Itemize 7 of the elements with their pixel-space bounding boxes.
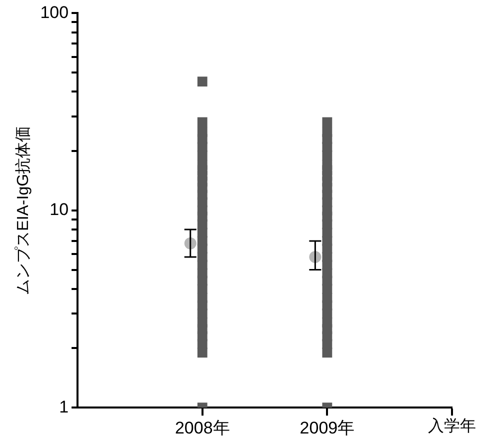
y-tick-label: 10 bbox=[50, 200, 69, 220]
y-tick-label: 100 bbox=[40, 2, 69, 22]
x-tick-label: 2009年 bbox=[300, 418, 355, 438]
x-tick-label: 2008年 bbox=[174, 418, 230, 438]
y-axis-title: ムンプスEIA-IgG抗体価 bbox=[14, 126, 32, 295]
y-tick-label: 1 bbox=[59, 397, 69, 416]
x-axis-title: 入学年 bbox=[428, 417, 476, 436]
